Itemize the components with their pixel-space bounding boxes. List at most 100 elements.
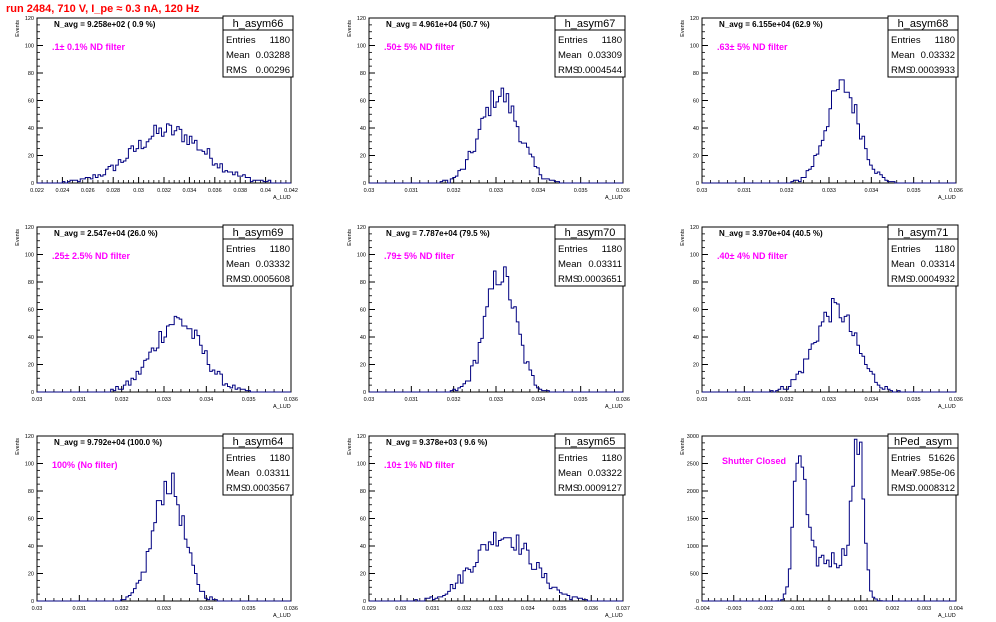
- x-tick-label: 0.031: [737, 397, 751, 403]
- stats-mean-label: Mean: [558, 468, 582, 479]
- y-axis-label: Events: [15, 229, 21, 246]
- stats-mean-label: Mean: [891, 50, 915, 61]
- stats-mean-label: Mean: [891, 259, 915, 270]
- x-axis-label: A_LUD: [605, 195, 623, 201]
- y-axis-label: Events: [680, 20, 686, 37]
- y-tick-label: 60: [693, 308, 699, 314]
- y-tick-label: 100: [25, 44, 34, 50]
- stats-entries-value: 1180: [602, 244, 622, 255]
- run-title: run 2484, 710 V, I_pe ≈ 0.3 nA, 120 Hz: [6, 3, 200, 15]
- y-tick-label: 0: [363, 599, 366, 605]
- x-tick-label: 0.03: [697, 188, 708, 194]
- stats-rms-value: 0.00296: [256, 65, 290, 76]
- navg-label: N_avg = 3.970e+04 (40.5 %): [719, 229, 823, 238]
- y-tick-label: 500: [690, 572, 699, 578]
- y-tick-label: 60: [28, 517, 34, 523]
- y-tick-label: 120: [25, 434, 34, 440]
- x-tick-label: 0.028: [106, 188, 120, 194]
- y-axis-label: Events: [15, 20, 21, 37]
- x-tick-label: 0.036: [284, 606, 298, 612]
- y-tick-label: 40: [360, 335, 366, 341]
- y-tick-label: 60: [360, 99, 366, 105]
- x-tick-label: 0.031: [72, 606, 86, 612]
- x-tick-label: 0.032: [780, 188, 794, 194]
- histogram-line: [369, 531, 623, 602]
- y-tick-label: 0: [696, 390, 699, 396]
- stats-rms-label: RMS: [558, 65, 579, 76]
- stats-entries-label: Entries: [226, 244, 256, 255]
- y-tick-label: 80: [28, 280, 34, 286]
- stats-rms-value: 0.0005608: [245, 274, 290, 285]
- y-tick-label: 120: [690, 16, 699, 22]
- y-tick-label: 20: [360, 154, 366, 160]
- stats-mean-value: 0.03309: [588, 50, 622, 61]
- stats-box: [554, 29, 626, 78]
- y-axis-label: Events: [347, 20, 353, 37]
- histogram-panel-h_asym66: 0.022 0.024 0.026 0.028 0.03 0.032 0.034 0.036 0…: [15, 15, 298, 201]
- x-tick-label: 0.026: [81, 188, 95, 194]
- x-tick-label: 0.001: [854, 606, 868, 612]
- stats-entries-value: 1180: [270, 244, 290, 255]
- x-tick-label: 0.032: [115, 397, 129, 403]
- stats-entries-value: 1180: [602, 453, 622, 464]
- x-tick-label: 0.022: [30, 188, 44, 194]
- stats-mean-label: Mean: [558, 50, 582, 61]
- x-axis-label: A_LUD: [938, 613, 956, 619]
- x-tick-label: 0.031: [404, 397, 418, 403]
- x-axis-label: A_LUD: [273, 404, 291, 410]
- y-tick-label: 80: [28, 71, 34, 77]
- stats-entries-label: Entries: [891, 453, 921, 464]
- stats-entries-label: Entries: [226, 35, 256, 46]
- histogram-line: [702, 298, 956, 393]
- x-tick-label: 0.036: [616, 188, 630, 194]
- y-tick-label: 40: [28, 544, 34, 550]
- x-tick-label: 0.031: [404, 188, 418, 194]
- x-tick-label: 0.004: [949, 606, 963, 612]
- y-tick-label: 2500: [687, 462, 699, 468]
- x-tick-label: 0.035: [574, 188, 588, 194]
- stats-entries-value: 1180: [270, 453, 290, 464]
- x-tick-label: 0.033: [489, 188, 503, 194]
- y-tick-label: 40: [360, 544, 366, 550]
- x-tick-label: 0.034: [199, 606, 213, 612]
- y-tick-label: 120: [25, 16, 34, 22]
- x-tick-label: 0.031: [72, 397, 86, 403]
- x-tick-label: 0.042: [284, 188, 298, 194]
- x-axis-label: A_LUD: [938, 195, 956, 201]
- x-tick-label: 0.035: [574, 397, 588, 403]
- y-tick-label: 100: [357, 253, 366, 259]
- x-tick-label: 0.03: [697, 397, 708, 403]
- stats-mean-label: Mean: [226, 468, 250, 479]
- x-tick-label: 0.003: [917, 606, 931, 612]
- histogram-panel-h_asym64: 0.03 0.031 0.032 0.033 0.034 0.035 0.036 0 20 40 6…: [15, 433, 298, 619]
- stats-rms-label: RMS: [226, 65, 247, 76]
- y-tick-label: 20: [28, 363, 34, 369]
- histogram-panel-h_asym68: 0.03 0.031 0.032 0.033 0.034 0.035 0.036 0 20 40 6…: [680, 15, 963, 201]
- y-tick-label: 80: [360, 280, 366, 286]
- x-tick-label: 0.03: [364, 188, 375, 194]
- histogram-panel-h_asym65: 0.029 0.03 0.031 0.032 0.033 0.034 0.035 0.036 0…: [347, 433, 630, 619]
- stats-entries-value: 1180: [935, 244, 955, 255]
- stats-rms-label: RMS: [558, 274, 579, 285]
- x-tick-label: 0.035: [907, 397, 921, 403]
- stats-entries-label: Entries: [891, 244, 921, 255]
- navg-label: N_avg = 7.787e+04 (79.5 %): [386, 229, 490, 238]
- y-tick-label: 100: [357, 462, 366, 468]
- stats-mean-value: 0.03332: [921, 50, 955, 61]
- stats-mean-value: 0.03332: [256, 259, 290, 270]
- filter-label: .63± 5% ND filter: [717, 42, 788, 52]
- filter-label: Shutter Closed: [722, 456, 786, 466]
- filter-label: .50± 5% ND filter: [384, 42, 455, 52]
- y-tick-label: 120: [357, 434, 366, 440]
- histogram-name: h_asym68: [898, 18, 949, 30]
- histogram-line: [369, 266, 623, 393]
- histogram-name: h_asym71: [898, 227, 949, 239]
- navg-label: N_avg = 2.547e+04 (26.0 %): [54, 229, 158, 238]
- y-tick-label: 100: [357, 44, 366, 50]
- x-axis-label: A_LUD: [938, 404, 956, 410]
- x-tick-label: 0.035: [242, 606, 256, 612]
- stats-rms-value: 0.0003567: [245, 483, 290, 494]
- stats-entries-value: 1180: [602, 35, 622, 46]
- x-tick-label: 0.036: [208, 188, 222, 194]
- y-tick-label: 3000: [687, 434, 699, 440]
